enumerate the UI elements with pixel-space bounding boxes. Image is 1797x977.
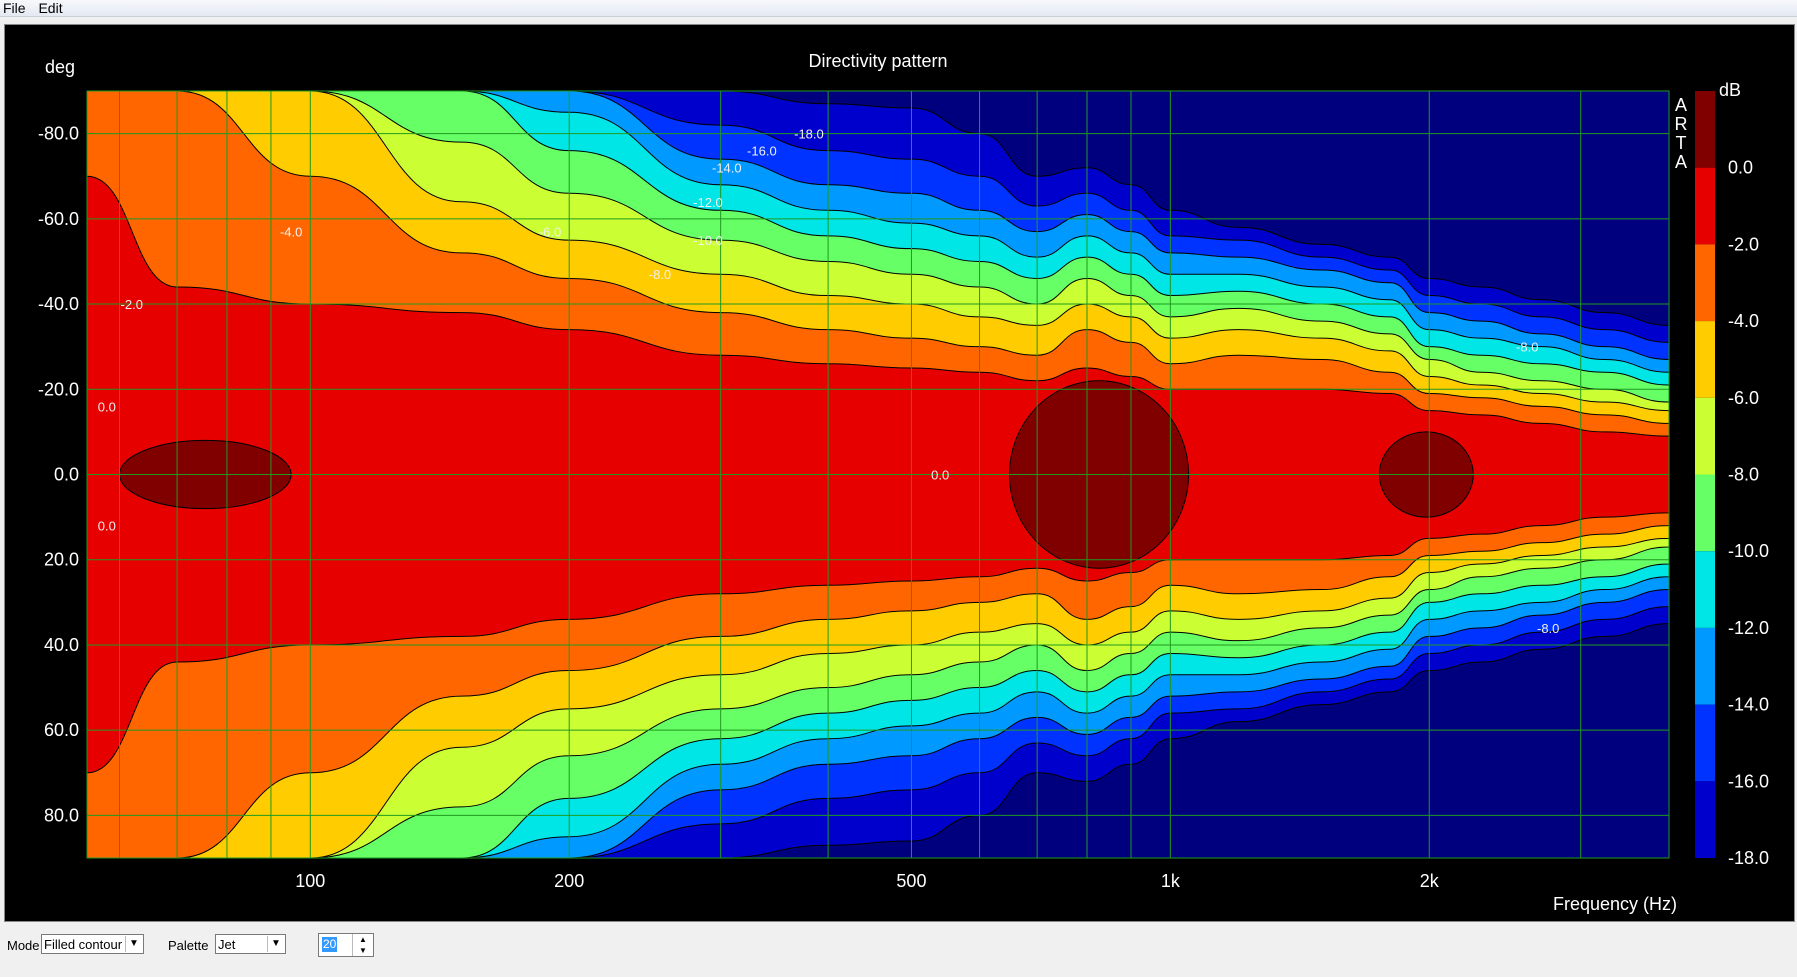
y-tick-label: 40.0	[44, 635, 79, 655]
menu-bar: File Edit	[0, 0, 1797, 17]
y-axis-label: deg	[45, 57, 75, 77]
x-axis-label: Frequency (Hz)	[1553, 894, 1677, 914]
x-tick-label: 200	[554, 871, 584, 891]
plot-border	[86, 90, 1670, 859]
colorbar-tick-label: -8.0	[1728, 465, 1759, 485]
colorbar-swatch	[1695, 781, 1715, 858]
levels-spinner[interactable]: 20 ▲ ▼	[318, 933, 374, 957]
colorbar-tick-label: -14.0	[1728, 695, 1769, 715]
y-tick-label: 20.0	[44, 550, 79, 570]
bottom-toolbar: Mode Filled contour ▼ Palette Jet ▼ 20 ▲…	[0, 922, 1797, 977]
colorbar-tick-label: -12.0	[1728, 618, 1769, 638]
colorbar-swatch	[1695, 321, 1715, 398]
x-tick-label: 500	[896, 871, 926, 891]
colorbar-swatch	[1695, 167, 1715, 245]
contour-label: -8.0	[1516, 340, 1538, 355]
menu-edit[interactable]: Edit	[38, 0, 63, 16]
colorbar-swatch	[1695, 474, 1715, 552]
contour-label: -6.0	[539, 225, 561, 240]
chart-title: Directivity pattern	[808, 51, 947, 71]
spinner-buttons[interactable]: ▲ ▼	[352, 934, 373, 956]
watermark-letter: T	[1676, 133, 1687, 153]
contour-label: 0.0	[931, 468, 949, 483]
watermark-letter: A	[1675, 152, 1687, 172]
y-tick-label: -40.0	[38, 294, 79, 314]
colorbar-tick-label: -2.0	[1728, 234, 1759, 254]
menu-file[interactable]: File	[3, 0, 26, 16]
colorbar-tick-label: -4.0	[1728, 311, 1759, 331]
colorbar-swatch	[1695, 244, 1715, 322]
chevron-down-icon: ▼	[125, 936, 142, 952]
colorbar-swatch	[1695, 627, 1715, 705]
palette-select-value: Jet	[218, 937, 236, 952]
y-tick-label: -20.0	[38, 379, 79, 399]
colorbar-swatch	[1695, 704, 1715, 782]
chevron-down-icon: ▼	[267, 936, 284, 952]
spin-down-icon[interactable]: ▼	[359, 946, 367, 955]
colorbar-tick-label: -16.0	[1728, 771, 1769, 791]
mode-select-value: Filled contour	[44, 937, 123, 952]
contour-label: -4.0	[280, 225, 302, 240]
palette-label: Palette	[168, 938, 209, 953]
spin-up-icon[interactable]: ▲	[359, 935, 367, 944]
colorbar-tick-label: -18.0	[1728, 848, 1769, 868]
colorbar-swatch	[1695, 551, 1715, 628]
y-tick-label: 0.0	[54, 465, 79, 485]
colorbar-swatch	[1695, 397, 1715, 475]
palette-select[interactable]: Jet ▼	[215, 934, 286, 954]
y-tick-label: 60.0	[44, 720, 79, 740]
contour-label: -8.0	[1537, 621, 1559, 636]
contour-label: -16.0	[747, 144, 777, 159]
x-tick-label: 2k	[1420, 871, 1440, 891]
levels-value[interactable]: 20	[322, 937, 338, 952]
watermark-letter: A	[1675, 95, 1687, 115]
contour-label: -8.0	[649, 267, 671, 282]
contour-label: -14.0	[712, 161, 742, 176]
contour-label: -10.0	[693, 233, 723, 248]
mode-select[interactable]: Filled contour ▼	[41, 934, 144, 954]
colorbar-tick-label: 0.0	[1728, 158, 1753, 178]
y-tick-label: -60.0	[38, 209, 79, 229]
contour-label: 0.0	[98, 399, 116, 414]
contour-label: -12.0	[693, 195, 723, 210]
colorbar-tick-label: -6.0	[1728, 388, 1759, 408]
colorbar-label: dB	[1719, 80, 1741, 100]
colorbar-tick-label: -10.0	[1728, 541, 1769, 561]
watermark-letter: R	[1675, 114, 1688, 134]
mode-label: Mode	[7, 938, 40, 953]
colorbar-swatch	[1695, 91, 1715, 168]
y-tick-label: 80.0	[44, 805, 79, 825]
plot-panel: Directivity pattern deg Frequency (Hz) -80.…	[4, 24, 1795, 922]
y-tick-label: -80.0	[38, 124, 79, 144]
contour-label: -18.0	[794, 127, 824, 142]
directivity-plot: Directivity pattern deg Frequency (Hz) -80.…	[38, 51, 1769, 914]
contour-label: 0.0	[98, 519, 116, 534]
x-tick-label: 1k	[1161, 871, 1181, 891]
x-tick-label: 100	[295, 871, 325, 891]
contour-label: -2.0	[121, 297, 143, 312]
